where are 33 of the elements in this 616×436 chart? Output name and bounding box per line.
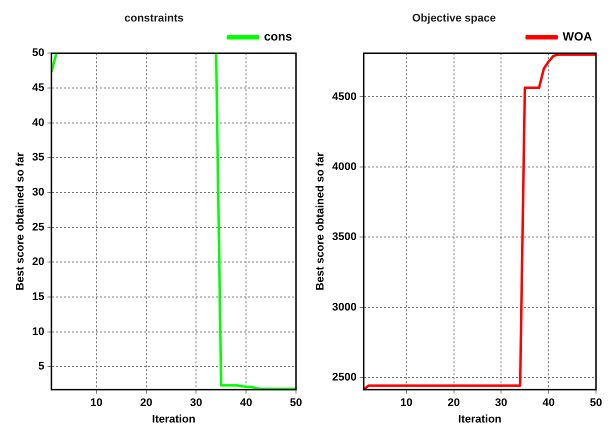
y-tick-label: 4000 (332, 161, 357, 174)
x-tick-label: 50 (290, 397, 302, 410)
legend-label: cons (264, 30, 292, 44)
x-tick-label: 10 (90, 397, 102, 410)
chart-title: constraints (124, 12, 184, 25)
chart-title: Objective space (412, 12, 496, 25)
y-tick-label: 5 (38, 360, 44, 373)
x-tick-label: 40 (240, 397, 252, 410)
x-tick-label: 20 (140, 397, 152, 410)
x-tick-label: 20 (448, 397, 460, 410)
x-axis-title: Iteration (152, 413, 196, 426)
y-tick-label: 10 (32, 326, 44, 338)
y-tick-label: 20 (32, 256, 44, 268)
x-tick-label: 50 (590, 397, 602, 410)
y-tick-label: 15 (32, 291, 44, 303)
y-tick-label: 50 (32, 47, 44, 60)
x-tick-label: 40 (542, 397, 555, 410)
y-tick-label: 45 (32, 82, 44, 94)
y-tick-label: 30 (32, 186, 44, 199)
y-tick-label: 4500 (332, 90, 357, 103)
x-tick-label: 30 (495, 397, 508, 410)
y-axis-title: Best score obtained so far (14, 152, 27, 290)
x-tick-label: 10 (400, 397, 412, 410)
legend-label: WOA (562, 30, 592, 44)
y-tick-label: 3000 (332, 301, 357, 314)
x-tick-label: 30 (190, 397, 202, 410)
y-tick-label: 40 (32, 116, 44, 129)
x-axis-title: Iteration (458, 413, 502, 426)
y-tick-label: 3500 (332, 231, 357, 244)
y-tick-label: 2500 (332, 372, 357, 384)
y-tick-label: 35 (32, 152, 44, 164)
y-tick-label: 25 (32, 221, 44, 234)
y-axis-title: Best score obtained so far (314, 152, 327, 290)
